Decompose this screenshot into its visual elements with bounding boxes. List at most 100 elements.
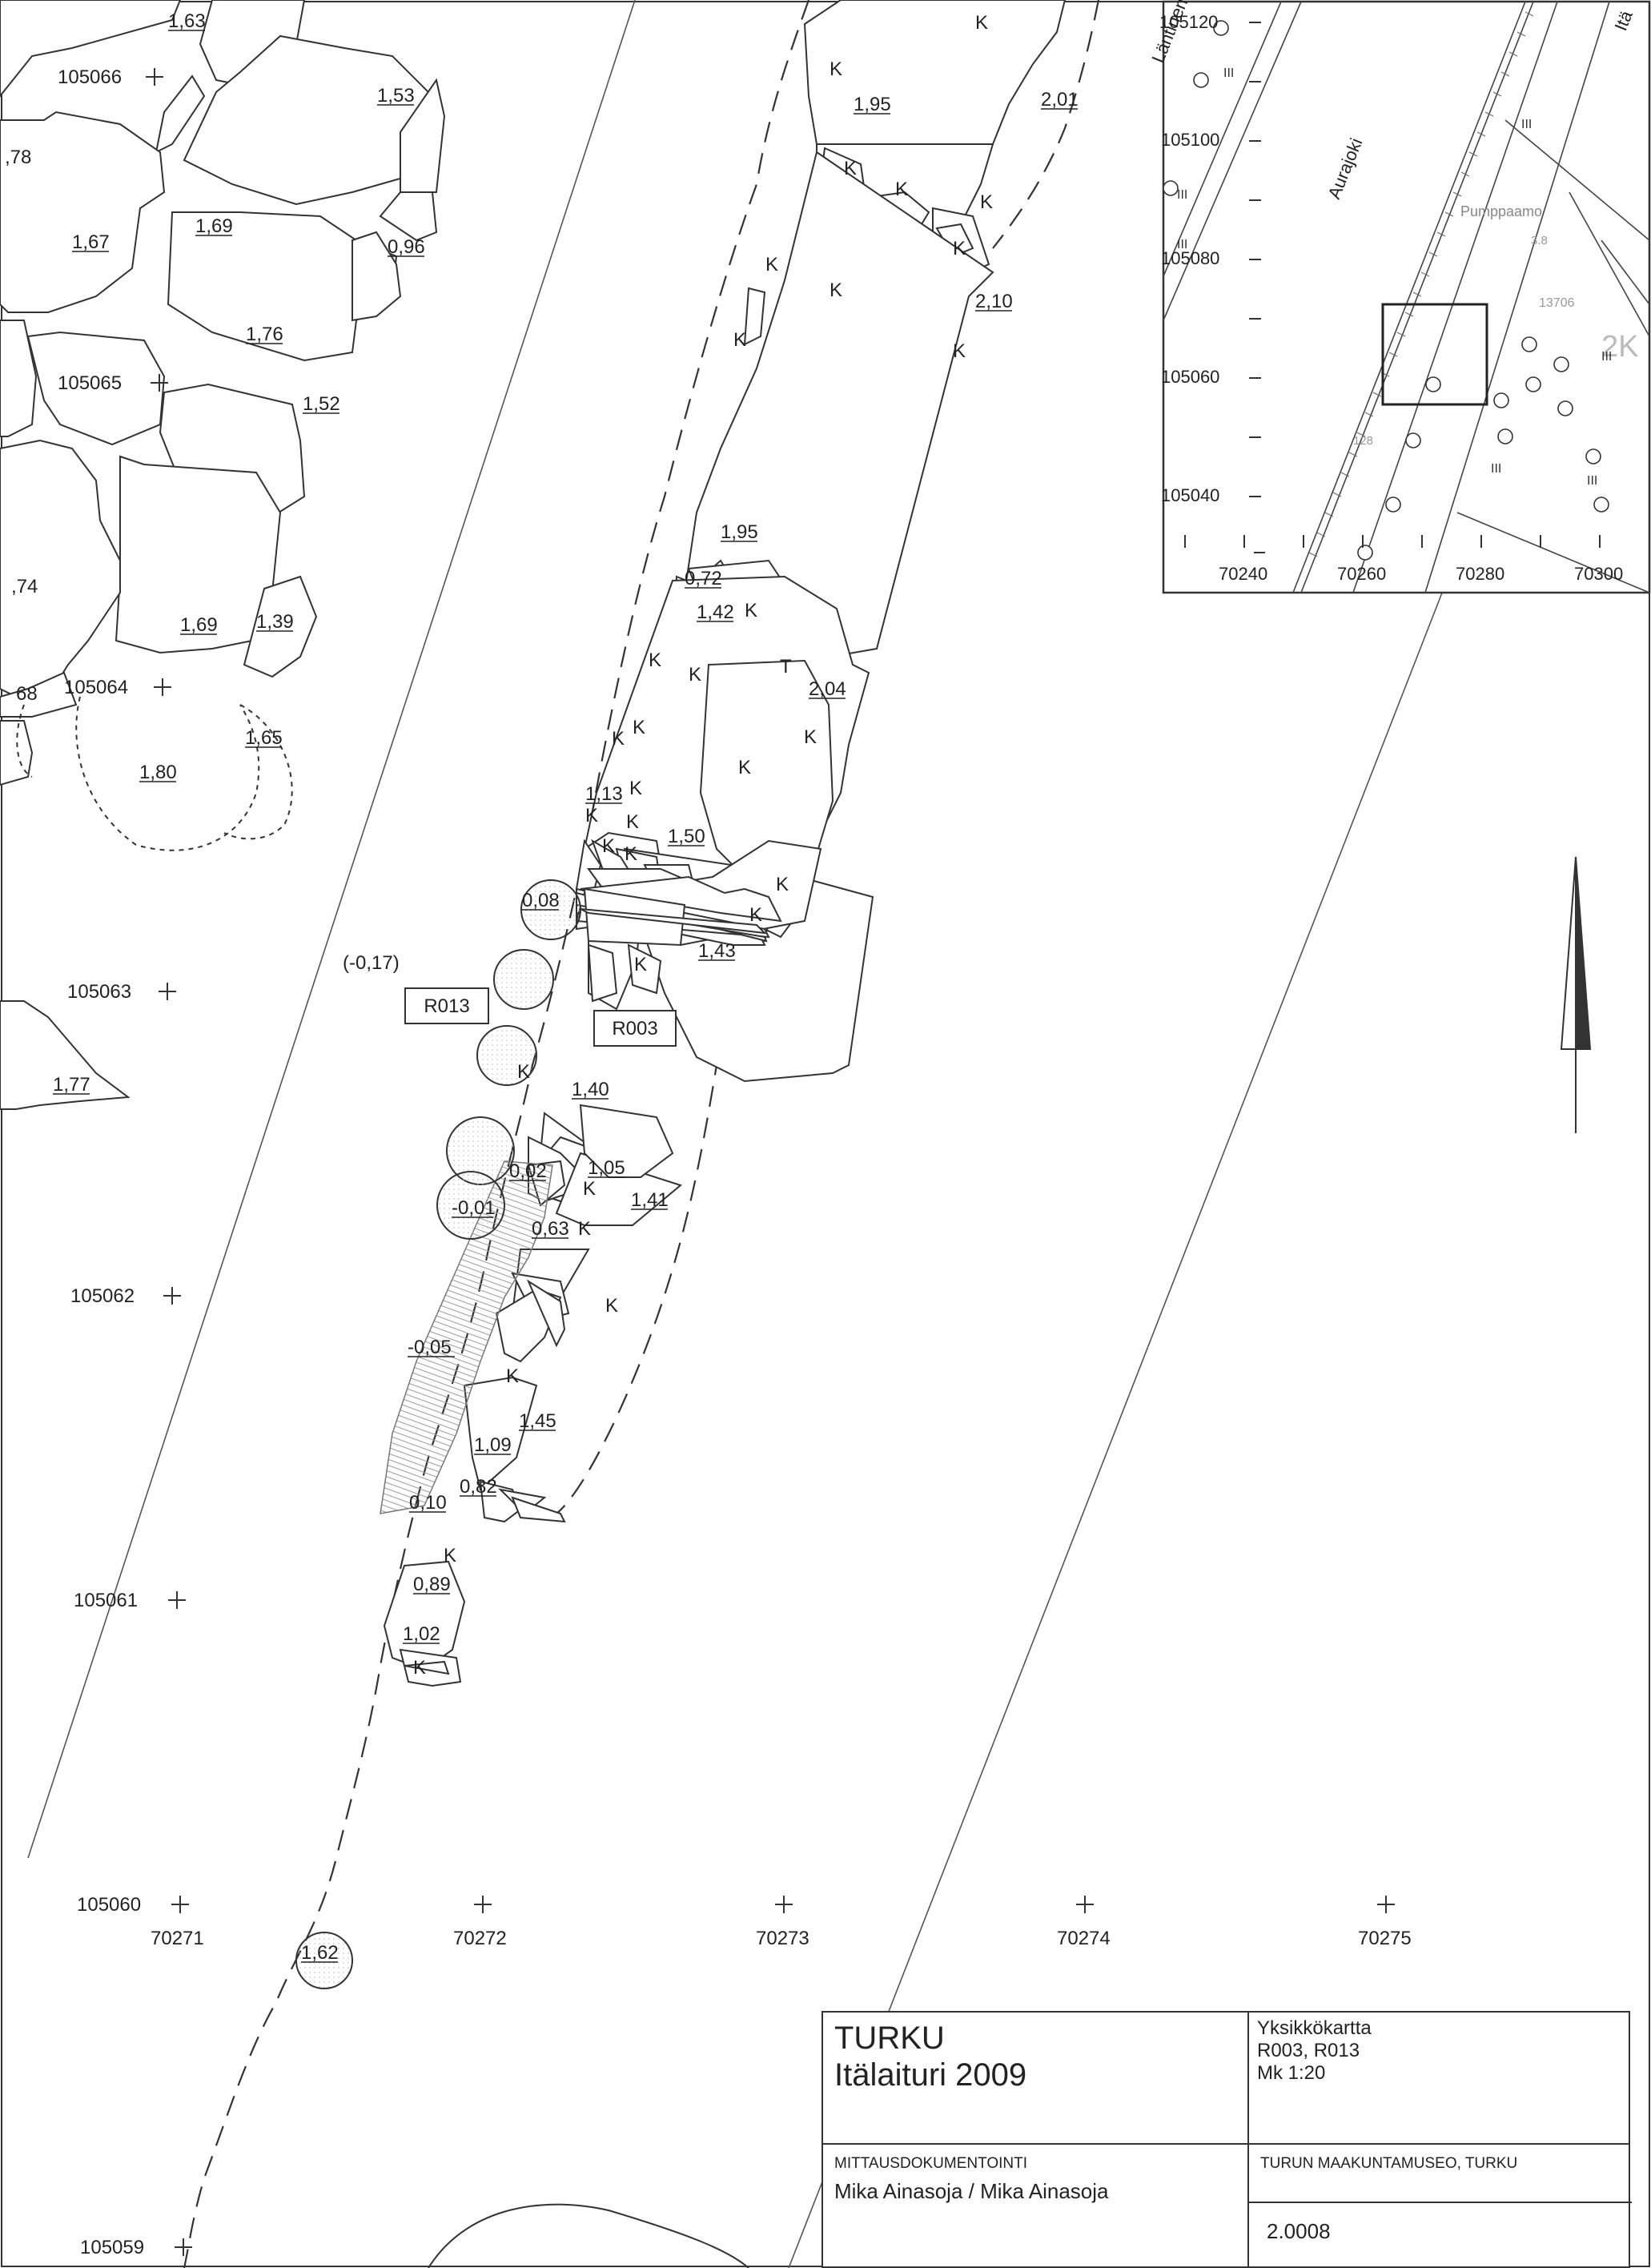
marker-k: K (634, 954, 647, 975)
title-map-type: Yksikkökartta (1257, 2017, 1372, 2039)
marker-k: K (583, 1178, 596, 1200)
elevation-label: 2,04 (809, 678, 846, 700)
stone-markers: K K K K K K K K K K K K K T K K K K K K … (413, 12, 993, 1679)
inset-grid-label: 105100 (1161, 130, 1219, 150)
inset-parcel-label: 13706 (1539, 296, 1575, 310)
site-boundary-lines (27, 0, 1446, 2268)
structure-labels: R013 R003 (404, 987, 677, 1047)
grid-label: 70271 (151, 1928, 204, 1949)
tree-symbol-icon (1163, 20, 1609, 561)
inset-parcel-label: 128 (1353, 434, 1373, 448)
elevation-label: 2,10 (975, 291, 1013, 312)
bottom-arc (428, 2203, 749, 2268)
marker-k: K (585, 805, 598, 826)
elevation-label: 1,52 (303, 393, 340, 415)
elevation-label: 1,41 (631, 1189, 669, 1211)
inset-roman-label: III (1521, 118, 1532, 131)
marker-k: K (626, 811, 639, 833)
marker-k: K (953, 340, 966, 362)
grid-label: 70274 (1057, 1928, 1111, 1949)
marker-k: K (895, 179, 908, 200)
marker-k: K (830, 279, 842, 301)
elevation-label: 1,95 (721, 521, 758, 543)
elevation-label: 1,45 (519, 1410, 556, 1432)
elevation-underlines (53, 30, 1078, 1963)
elevation-label: 1,77 (53, 1074, 90, 1096)
marker-k: K (506, 1365, 519, 1387)
title-city: TURKU (834, 2021, 945, 2056)
elevation-label: -0,01 (452, 1197, 496, 1219)
grid-label: 105062 (70, 1285, 135, 1307)
marker-k: K (629, 778, 642, 799)
grid-label: 70272 (453, 1928, 507, 1949)
marker-k: K (413, 1657, 426, 1679)
marker-k: K (649, 649, 661, 671)
hatched-timber (380, 1160, 553, 1514)
marker-k: K (738, 757, 751, 778)
elevation-label: 1,80 (139, 762, 177, 783)
marker-k: K (733, 329, 746, 351)
grid-crosses (146, 68, 1395, 2256)
elevation-label: 1,95 (854, 94, 891, 115)
marker-k: K (578, 1218, 591, 1240)
inset-roman-label: III (1223, 66, 1234, 80)
title-drawing-number: 2.0008 (1267, 2219, 1331, 2243)
grid-label: 105061 (74, 1590, 138, 1611)
marker-k: K (765, 254, 778, 275)
elevation-label: 1,53 (377, 85, 415, 107)
marker-k: K (689, 664, 701, 686)
inset-parcel-label: 3.8 (1531, 234, 1548, 247)
elevation-label: 1,09 (474, 1434, 512, 1456)
inset-grid-label: 70280 (1456, 564, 1504, 584)
elevation-label: 1,40 (572, 1079, 609, 1100)
title-scale: Mk 1:20 (1257, 2062, 1326, 2084)
marker-k: K (602, 835, 615, 857)
inset-grid-label: 70260 (1337, 564, 1386, 584)
elevation-label: 1,05 (588, 1157, 625, 1179)
grid-label: 105059 (80, 2237, 144, 2258)
elevation-label: 1,69 (180, 614, 218, 636)
elevation-label: 1,65 (245, 727, 283, 749)
post-circles (295, 879, 581, 1989)
marker-k: K (776, 874, 789, 895)
marker-k: K (633, 717, 645, 738)
elevation-label: 0,08 (522, 890, 560, 911)
marker-k: K (975, 12, 988, 34)
elevation-label: 0,63 (532, 1218, 569, 1240)
elevation-label: 1,76 (246, 324, 283, 345)
elevation-label: 68 (16, 683, 38, 705)
stone-cluster-left (0, 0, 446, 1110)
elevation-label: ,74 (11, 576, 38, 597)
elevation-label: 0,89 (413, 1574, 451, 1595)
inset-roman-label: III (1491, 462, 1501, 476)
elevation-label: 1,13 (585, 783, 623, 805)
inset-roman-label: III (1601, 350, 1612, 364)
elevation-label: 0,10 (409, 1492, 447, 1514)
elevation-label: -0,05 (408, 1337, 452, 1358)
marker-k: K (830, 58, 842, 80)
inset-location-map: 105120 105100 105080 105060 105040 70240… (1147, 0, 1651, 594)
grid-label: 70275 (1358, 1928, 1412, 1949)
elevation-labels: 1,63 1,53 1,67 1,69 0,96 1,76 1,52 1,69 … (5, 10, 1079, 1964)
inset-block-label: 2K (1601, 330, 1638, 364)
marker-k: K (745, 600, 757, 621)
elevation-label: 0,02 (509, 1160, 547, 1182)
grid-label: 105060 (77, 1894, 141, 1916)
grid-label: 105064 (64, 677, 128, 698)
inset-grid-label: 70240 (1219, 564, 1267, 584)
marker-k: K (980, 191, 993, 213)
title-project: Itälaituri 2009 (834, 2057, 1027, 2093)
elevation-label: 0,72 (685, 568, 722, 589)
grid-northings: 105066 105065 105064 105063 105062 10506… (58, 66, 144, 2258)
marker-t: T (780, 656, 792, 678)
title-block: TURKU Itälaituri 2009 Yksikkökartta R003… (821, 2011, 1632, 2268)
structure-label-r003: R003 (612, 1018, 657, 1040)
marker-k: K (844, 158, 857, 179)
inset-location-box (1381, 303, 1488, 406)
elevation-label: 1,02 (403, 1623, 440, 1645)
elevation-label: 0,82 (460, 1476, 497, 1498)
inset-rail-hatch (1308, 11, 1534, 557)
inset-roman-label: III (1177, 238, 1187, 251)
elevation-label: 1,43 (698, 940, 736, 962)
